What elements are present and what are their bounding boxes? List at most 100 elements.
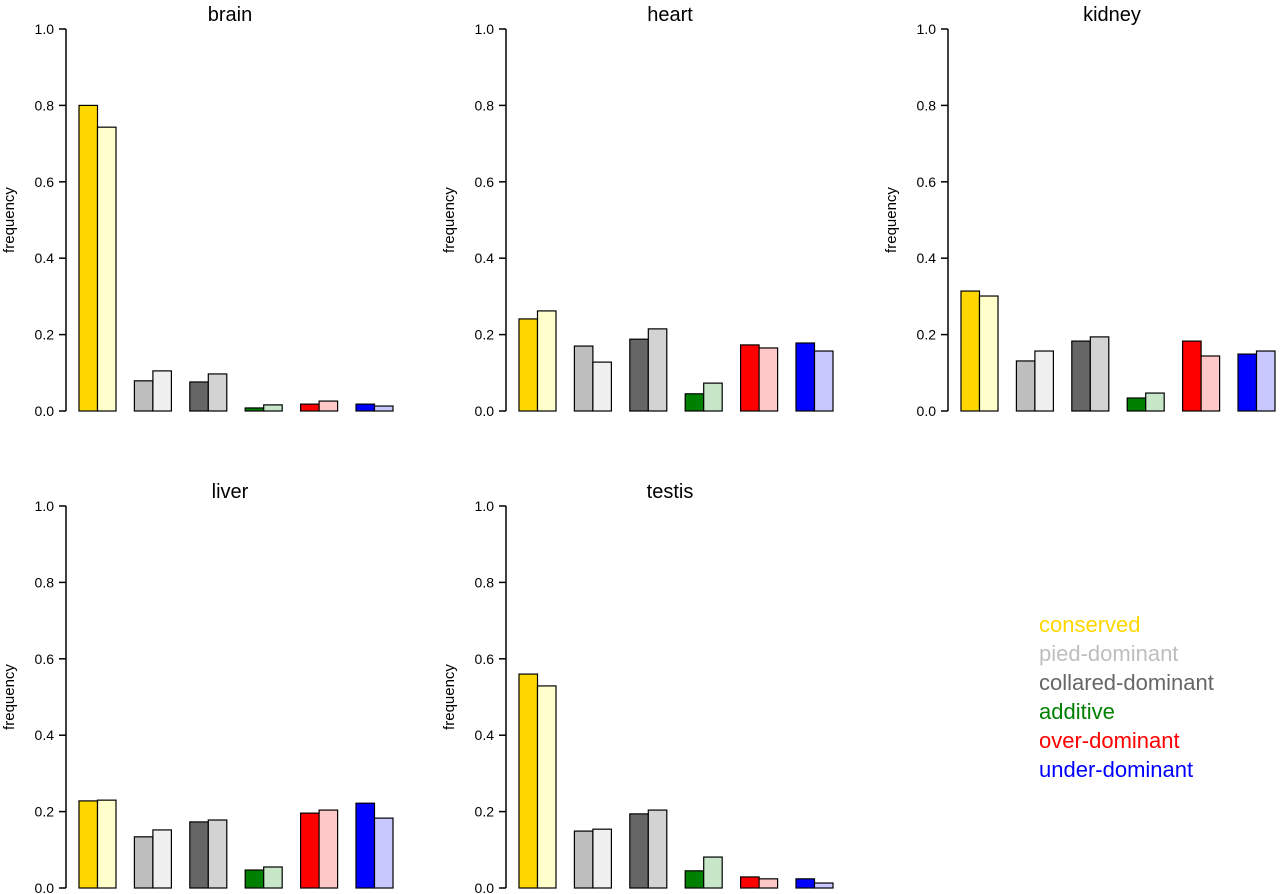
bar-over-dominant-a: [739, 876, 760, 889]
bar-pied-dominant-a: [573, 830, 594, 889]
y-axis-label: frequency: [1, 664, 18, 730]
bar-additive-b: [263, 404, 283, 412]
y-tick-label: 0.2: [917, 327, 937, 343]
y-tick-label: 0.8: [475, 97, 495, 113]
y-tick-label: 1.0: [917, 21, 937, 37]
bar-pied-dominant-a: [133, 836, 154, 889]
bar-pied-dominant-b: [152, 829, 172, 889]
y-tick-label: 0.4: [35, 727, 55, 743]
y-tick-label: 0.6: [917, 174, 937, 190]
y-tick-label: 1.0: [475, 21, 495, 37]
bar-under-dominant-a: [355, 403, 376, 412]
panel-title: testis: [647, 481, 694, 503]
bar-additive-a: [684, 393, 705, 412]
bar-conserved-b: [536, 310, 557, 412]
y-tick-label: 1.0: [35, 498, 55, 514]
y-axis-label: frequency: [441, 187, 458, 253]
bar-conserved-a: [518, 318, 539, 412]
bar-under-dominant-b: [373, 405, 394, 412]
bar-conserved-b: [96, 799, 117, 889]
y-tick-label: 0.2: [35, 327, 55, 343]
y-tick-label: 0.0: [475, 880, 495, 894]
y-tick-label: 0.0: [475, 403, 495, 419]
bar-over-dominant-a: [739, 344, 760, 412]
bar-collared-dominant-b: [647, 328, 668, 412]
y-tick-label: 0.2: [35, 804, 55, 820]
bar-collared-dominant-a: [1071, 340, 1091, 412]
bar-additive-a: [244, 869, 265, 889]
bar-under-dominant-a: [795, 342, 816, 412]
bar-collared-dominant-b: [647, 809, 668, 889]
panel-title: brain: [208, 4, 252, 26]
bar-over-dominant-a: [300, 403, 320, 412]
bar-under-dominant-a: [1237, 353, 1258, 412]
bar-collared-dominant-b: [207, 819, 228, 889]
bar-additive-b: [263, 866, 283, 889]
bar-over-dominant-b: [318, 400, 339, 412]
y-tick-label: 0.4: [917, 250, 937, 266]
bar-collared-dominant-a: [629, 813, 649, 889]
y-tick-label: 0.6: [35, 651, 55, 667]
bar-pied-dominant-a: [573, 345, 594, 412]
bar-additive-a: [684, 870, 705, 889]
bar-under-dominant-a: [355, 802, 376, 889]
y-tick-label: 0.8: [917, 97, 937, 113]
legend-entry-pied-dominant: pied-dominant: [1039, 641, 1178, 666]
y-tick-label: 0.2: [475, 804, 495, 820]
y-axis-label: frequency: [883, 187, 900, 253]
y-tick-label: 0.8: [475, 574, 495, 590]
bar-conserved-a: [960, 290, 981, 412]
bar-collared-dominant-a: [629, 338, 649, 412]
panel-title: liver: [212, 481, 249, 503]
bar-collared-dominant-a: [189, 381, 209, 412]
bar-conserved-a: [78, 800, 99, 889]
legend-entry-under-dominant: under-dominant: [1039, 757, 1193, 782]
bar-over-dominant-a: [300, 812, 320, 889]
bar-conserved-a: [78, 104, 99, 412]
y-tick-label: 1.0: [35, 21, 55, 37]
y-tick-label: 0.8: [35, 574, 55, 590]
bar-additive-b: [1145, 392, 1165, 412]
y-tick-label: 0.4: [35, 250, 55, 266]
bar-conserved-b: [96, 126, 117, 412]
bar-over-dominant-b: [758, 878, 779, 889]
y-tick-label: 0.6: [35, 174, 55, 190]
bar-over-dominant-a: [1181, 340, 1202, 412]
panel-title: kidney: [1083, 4, 1141, 26]
bar-over-dominant-b: [758, 347, 779, 412]
bar-collared-dominant-a: [189, 821, 209, 889]
y-axis-label: frequency: [441, 664, 458, 730]
y-tick-label: 0.2: [475, 327, 495, 343]
bar-additive-a: [1126, 397, 1147, 412]
bar-additive-b: [703, 382, 723, 412]
y-tick-label: 0.0: [35, 880, 55, 894]
bar-pied-dominant-a: [1015, 360, 1036, 412]
bar-collared-dominant-b: [207, 373, 228, 412]
legend-entry-collared-dominant: collared-dominant: [1039, 670, 1214, 695]
y-axis-label: frequency: [1, 187, 18, 253]
y-tick-label: 0.8: [35, 97, 55, 113]
bar-pied-dominant-b: [592, 361, 613, 412]
bar-over-dominant-b: [1200, 355, 1221, 412]
panel-title: heart: [647, 4, 693, 26]
bar-pied-dominant-a: [133, 380, 154, 412]
bar-under-dominant-b: [813, 350, 834, 412]
bar-additive-a: [244, 407, 265, 412]
bar-over-dominant-b: [318, 809, 339, 889]
bar-conserved-a: [518, 673, 539, 889]
bar-conserved-b: [978, 295, 999, 412]
bar-pied-dominant-b: [152, 370, 172, 412]
bar-under-dominant-b: [813, 882, 834, 889]
legend-entry-over-dominant: over-dominant: [1039, 728, 1180, 753]
bar-pied-dominant-b: [592, 828, 613, 889]
y-tick-label: 0.0: [917, 403, 937, 419]
y-tick-label: 0.4: [475, 250, 495, 266]
y-tick-label: 1.0: [475, 498, 495, 514]
bar-pied-dominant-b: [1034, 350, 1055, 412]
legend-entry-additive: additive: [1039, 699, 1115, 724]
bar-additive-b: [703, 856, 723, 889]
bar-conserved-b: [536, 685, 557, 889]
bar-under-dominant-b: [373, 817, 394, 889]
y-tick-label: 0.0: [35, 403, 55, 419]
